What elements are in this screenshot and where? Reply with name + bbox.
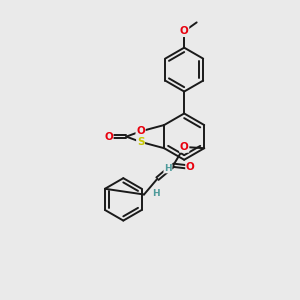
Text: H: H <box>164 164 172 173</box>
Text: O: O <box>180 26 189 36</box>
Text: O: O <box>186 162 195 172</box>
Text: O: O <box>136 126 145 136</box>
Text: S: S <box>137 137 144 147</box>
Text: H: H <box>152 189 159 198</box>
Text: O: O <box>104 132 113 142</box>
Text: O: O <box>180 142 189 152</box>
